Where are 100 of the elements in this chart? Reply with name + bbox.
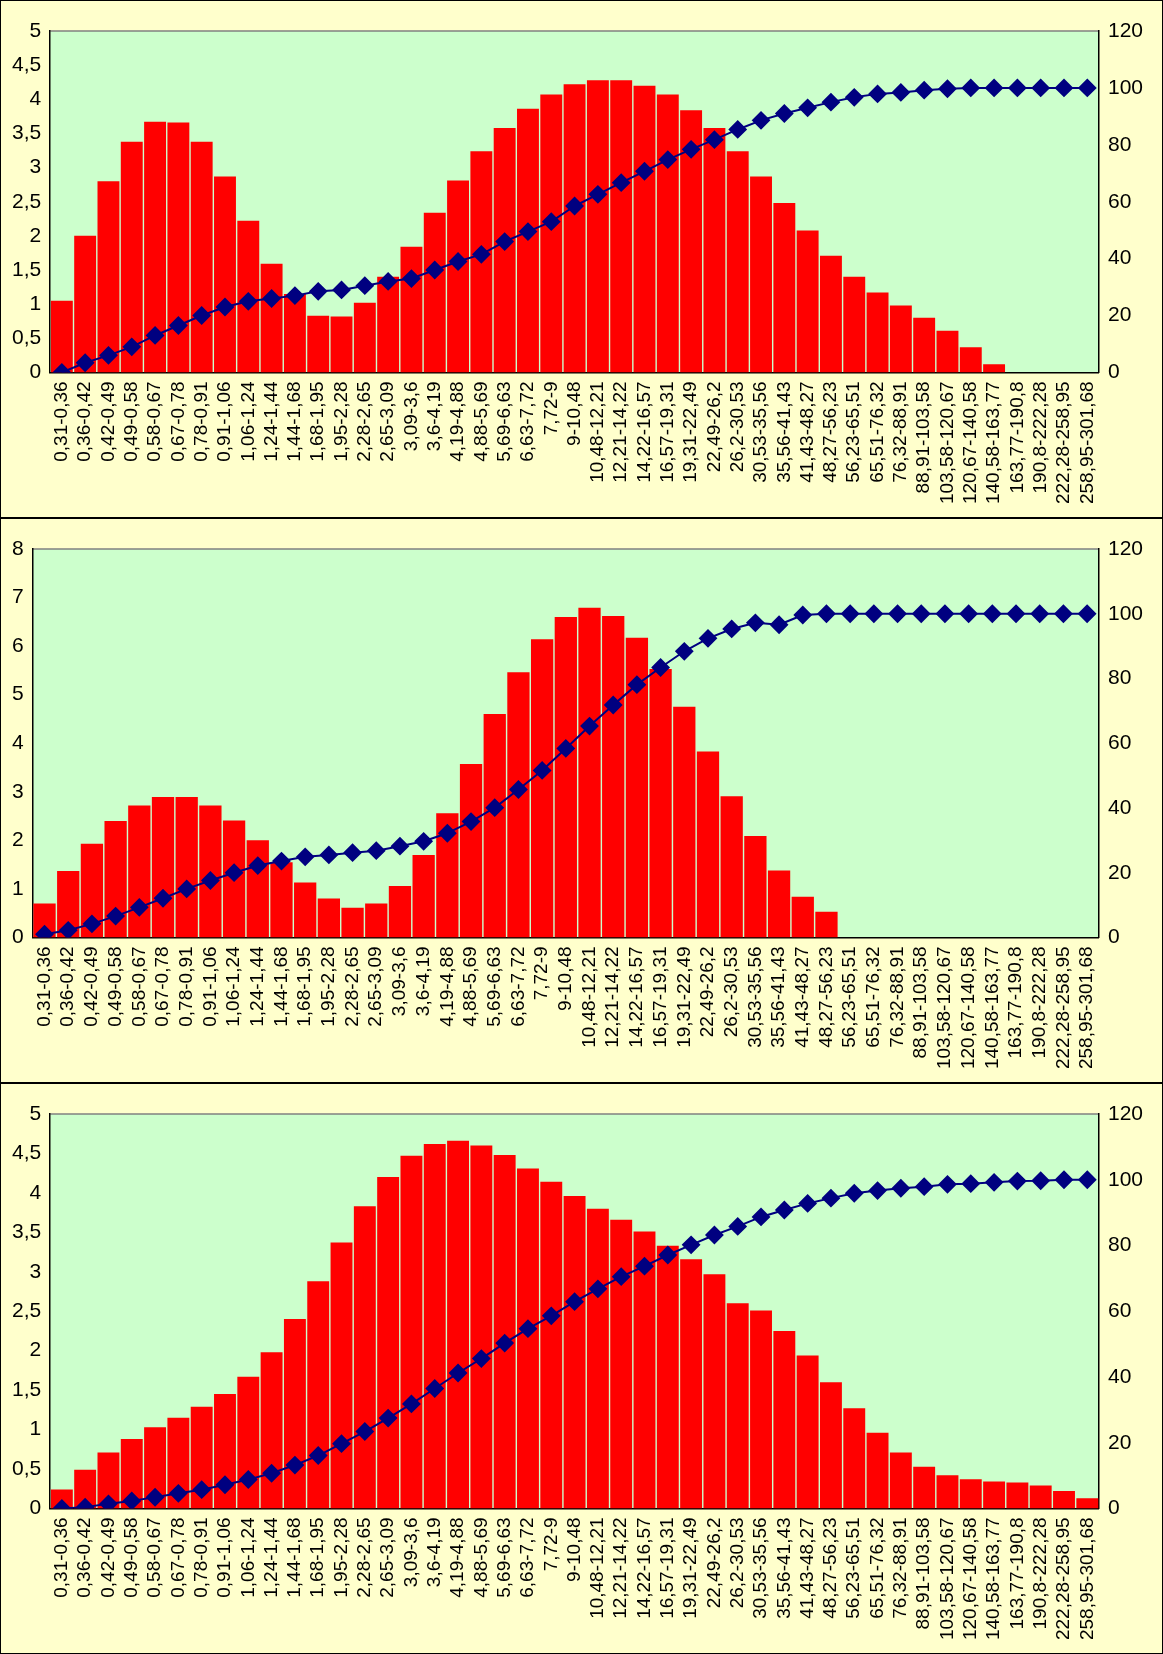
x-tick-label: 6,63-7,72 bbox=[506, 946, 528, 1027]
point bbox=[402, 269, 421, 288]
y-tick-label: 3 bbox=[29, 154, 42, 178]
point bbox=[891, 1179, 910, 1198]
point bbox=[775, 104, 794, 123]
x-tick-label: 0,91-1,06 bbox=[213, 381, 235, 462]
x-tick-label: 7,72-9 bbox=[539, 1517, 561, 1572]
x-tick-label: 0,67-0,78 bbox=[166, 1517, 188, 1598]
point bbox=[169, 1484, 188, 1503]
x-tick-label: 0,58-0,67 bbox=[143, 381, 165, 462]
point bbox=[495, 1334, 514, 1353]
x-tick-label: 41,43-48,27 bbox=[795, 381, 817, 483]
point bbox=[169, 316, 188, 335]
point bbox=[798, 1194, 817, 1213]
x-tick-label: 1,68-1,95 bbox=[306, 1517, 328, 1598]
point bbox=[821, 1189, 840, 1208]
point bbox=[1054, 604, 1073, 623]
x-tick-label: 0,31-0,36 bbox=[50, 1517, 72, 1598]
point bbox=[122, 337, 141, 356]
y2-tick-label: 20 bbox=[1107, 1429, 1132, 1453]
x-tick-label: 30,53-35,56 bbox=[743, 946, 765, 1048]
x-tick-label: 0,58-0,67 bbox=[127, 946, 149, 1027]
x-tick-label: 7,72-9 bbox=[530, 946, 552, 1001]
x-tick-label: 35,56-41,43 bbox=[772, 1517, 794, 1619]
bar bbox=[97, 181, 120, 373]
x-tick-label: 16,57-19,31 bbox=[656, 1517, 678, 1619]
x-tick-label: 10,48-12,21 bbox=[577, 946, 599, 1048]
point bbox=[122, 1491, 141, 1509]
bar bbox=[936, 1475, 959, 1509]
bar bbox=[633, 85, 656, 373]
point bbox=[635, 162, 654, 181]
point bbox=[798, 98, 817, 117]
point bbox=[651, 658, 670, 677]
y2-tick-label: 0 bbox=[1107, 1495, 1120, 1519]
x-tick-label: 103,58-120,67 bbox=[935, 381, 957, 505]
x-tick-label: 140,58-163,77 bbox=[982, 1517, 1004, 1641]
x-tick-label: 258,95-301,68 bbox=[1075, 1517, 1097, 1641]
x-tick-label: 1,06-1,24 bbox=[236, 381, 258, 462]
point bbox=[262, 1464, 281, 1483]
y-tick-label: 1 bbox=[29, 290, 42, 314]
point bbox=[845, 1184, 864, 1203]
x-tick-label: 19,31-22,49 bbox=[679, 1517, 701, 1619]
point bbox=[248, 856, 267, 875]
x-tick-label: 3,09-3,6 bbox=[388, 946, 410, 1017]
point bbox=[367, 841, 386, 860]
x-tick-label: 0,49-0,58 bbox=[103, 946, 125, 1027]
point bbox=[146, 1488, 165, 1507]
x-tick-label: 14,22-16,57 bbox=[632, 381, 654, 483]
y2-tick-label: 40 bbox=[1107, 794, 1132, 818]
y-tick-label: 1 bbox=[11, 875, 24, 899]
point bbox=[612, 173, 631, 192]
point bbox=[658, 1246, 677, 1265]
point bbox=[425, 1379, 444, 1398]
point bbox=[961, 78, 980, 97]
y-tick-label: 4 bbox=[11, 730, 24, 754]
x-tick-label: 0,49-0,58 bbox=[120, 381, 141, 462]
y2-tick-label: 20 bbox=[1107, 859, 1132, 883]
y2-tick-label: 40 bbox=[1107, 1363, 1132, 1387]
point bbox=[728, 1217, 747, 1236]
x-tick-label: 4,19-4,88 bbox=[446, 381, 468, 462]
x-tick-label: 14,22-16,57 bbox=[625, 946, 647, 1048]
x-tick-label: 190,8-222,28 bbox=[1028, 1517, 1050, 1630]
point bbox=[983, 604, 1002, 623]
bar bbox=[936, 330, 959, 373]
x-tick-label: 222,28-258,95 bbox=[1052, 381, 1074, 505]
x-tick-label: 0,36-0,42 bbox=[73, 1517, 95, 1598]
x-tick-label: 19,31-22,49 bbox=[672, 946, 694, 1048]
point bbox=[961, 1174, 980, 1193]
point bbox=[130, 898, 149, 917]
point bbox=[533, 761, 552, 780]
point bbox=[635, 1257, 654, 1276]
point bbox=[658, 150, 677, 169]
x-tick-label: 1,44-1,68 bbox=[269, 946, 291, 1027]
point bbox=[845, 88, 864, 107]
point bbox=[915, 81, 934, 100]
x-tick-label: 0,42-0,49 bbox=[80, 946, 102, 1027]
x-tick-label: 0,36-0,42 bbox=[56, 946, 78, 1027]
x-tick-label: 4,19-4,88 bbox=[446, 1517, 468, 1598]
point bbox=[76, 353, 95, 372]
x-tick-label: 258,95-301,68 bbox=[1075, 381, 1097, 505]
x-tick-label: 76,32-88,91 bbox=[889, 381, 911, 483]
x-tick-label: 190,8-222,28 bbox=[1027, 946, 1049, 1059]
point bbox=[752, 1207, 771, 1226]
x-tick-label: 163,77-190,8 bbox=[1004, 946, 1026, 1059]
y2-tick-label: 60 bbox=[1107, 730, 1132, 754]
x-tick-label: 222,28-258,95 bbox=[1051, 946, 1073, 1070]
x-tick-label: 0,91-1,06 bbox=[213, 1517, 235, 1598]
point bbox=[542, 1306, 561, 1325]
y2-tick-label: 20 bbox=[1107, 302, 1132, 326]
x-tick-label: 3,09-3,6 bbox=[399, 381, 421, 452]
x-tick-label: 0,42-0,49 bbox=[96, 381, 118, 462]
x-tick-label: 2,28-2,65 bbox=[353, 1517, 375, 1598]
y-tick-label: 3,5 bbox=[11, 1219, 42, 1243]
bar bbox=[459, 764, 483, 938]
x-tick-label: 0,31-0,36 bbox=[32, 946, 54, 1027]
x-tick-label: 258,95-301,68 bbox=[1075, 946, 1097, 1070]
x-tick-label: 1,68-1,95 bbox=[293, 946, 315, 1027]
x-tick-label: 12,21-14,22 bbox=[601, 946, 623, 1048]
point bbox=[675, 642, 694, 661]
y-tick-label: 0,5 bbox=[11, 1455, 42, 1479]
